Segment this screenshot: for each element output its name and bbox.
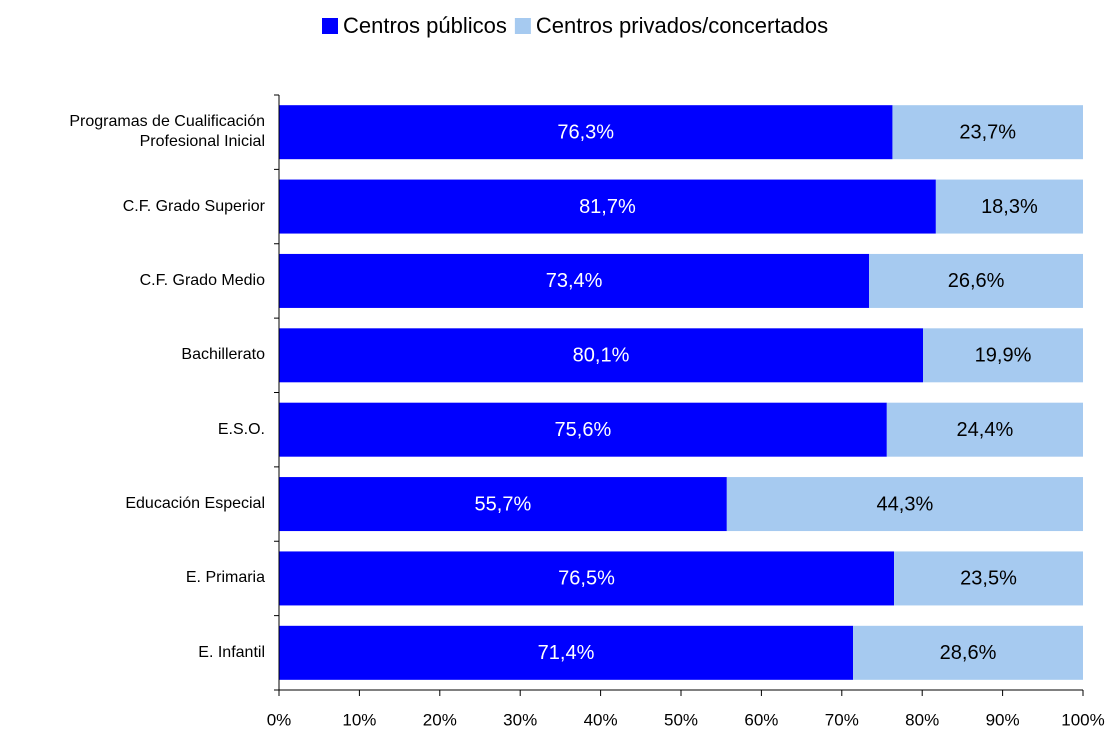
data-label: 71,4% — [538, 642, 595, 664]
x-tick-label: 30% — [503, 710, 537, 729]
x-tick-label: 0% — [267, 710, 292, 729]
data-label: 73,4% — [546, 270, 603, 292]
legend-swatch — [514, 18, 531, 34]
x-tick-label: 20% — [423, 710, 457, 729]
x-tick-label: 80% — [905, 710, 939, 729]
x-tick-label: 10% — [342, 710, 376, 729]
x-tick-label: 60% — [744, 710, 778, 729]
x-tick-label: 100% — [1061, 710, 1104, 729]
data-label: 81,7% — [579, 196, 636, 218]
bar — [279, 402, 887, 457]
bar — [279, 179, 936, 234]
data-label: 28,6% — [940, 642, 997, 664]
y-tick-label: Bachillerato — [181, 346, 265, 364]
bar — [886, 402, 1083, 457]
y-tick-label: C.F. Grado Superior — [122, 197, 265, 215]
y-tick-label: C.F. Grado Medio — [139, 271, 265, 289]
y-tick-label: Programas de Cualificación Profesional I… — [69, 113, 265, 151]
y-tick-label: E. Infantil — [198, 643, 265, 661]
data-label: 55,7% — [475, 493, 532, 515]
x-tick-label: 40% — [584, 710, 618, 729]
bar — [726, 477, 1083, 532]
bar — [279, 625, 854, 680]
bar — [935, 179, 1083, 234]
y-tick-label: E. Primaria — [185, 569, 265, 587]
bar — [279, 551, 895, 606]
legend-label: Centros públicos — [343, 13, 507, 38]
data-label: 19,9% — [975, 345, 1032, 367]
bar — [853, 625, 1083, 680]
y-tick-label: E.S.O. — [217, 420, 265, 438]
bar — [279, 253, 870, 308]
bar — [869, 253, 1083, 308]
data-label: 80,1% — [573, 345, 630, 367]
data-label: 23,7% — [959, 121, 1016, 143]
data-label: 18,3% — [981, 196, 1038, 218]
x-tick-label: 70% — [825, 710, 859, 729]
data-label: 23,5% — [960, 568, 1017, 590]
bar — [923, 328, 1083, 383]
data-label: 24,4% — [957, 419, 1014, 441]
bar — [279, 328, 924, 383]
y-tick-label: Educación Especial — [125, 495, 265, 513]
x-tick-label: 50% — [664, 710, 698, 729]
data-label: 76,5% — [558, 568, 615, 590]
bar — [279, 477, 727, 532]
data-label: 44,3% — [877, 493, 934, 515]
data-label: 75,6% — [555, 419, 612, 441]
bar — [892, 105, 1083, 160]
data-label: 76,3% — [557, 121, 614, 143]
legend-label: Centros privados/concertados — [536, 13, 828, 38]
bar — [279, 105, 893, 160]
bar — [894, 551, 1083, 606]
legend-swatch — [322, 18, 338, 34]
data-label: 26,6% — [948, 270, 1005, 292]
x-tick-label: 90% — [986, 710, 1020, 729]
